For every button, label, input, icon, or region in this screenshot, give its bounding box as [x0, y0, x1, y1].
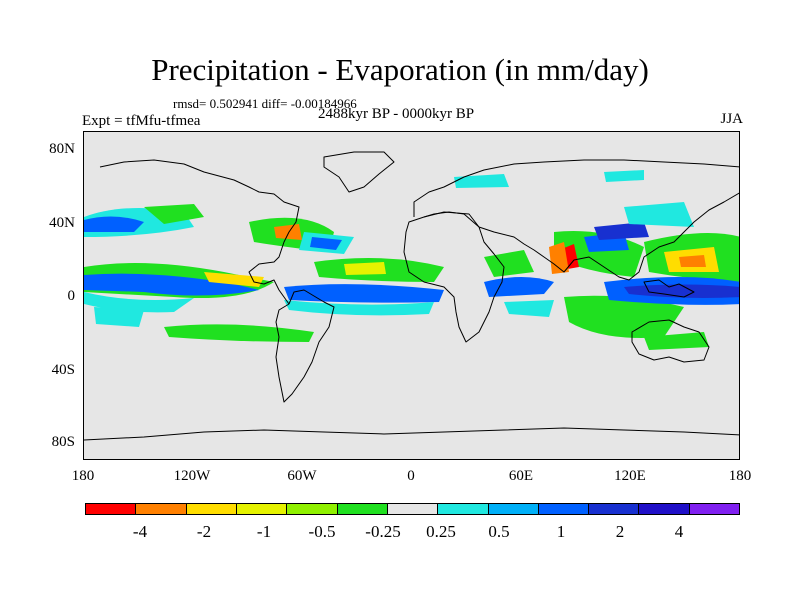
coast-north-america	[99, 159, 300, 305]
patch-atl-itcz-yellow	[344, 262, 386, 275]
colorbar-segment	[186, 504, 237, 514]
colorbar-segment	[538, 504, 590, 514]
patch-so-green	[164, 324, 314, 342]
colorbar-segment	[589, 504, 640, 514]
map-panel	[83, 131, 740, 460]
patch-wpac-navy	[624, 284, 739, 298]
coast-greenland	[323, 151, 395, 193]
colorbar-label: -0.25	[365, 522, 401, 541]
y-tick-label: 40N	[49, 215, 75, 231]
coast-australia	[631, 319, 710, 363]
colorbar-segment	[438, 504, 489, 514]
patch-atl-itcz-blue	[284, 284, 444, 303]
colorbar-label: 1	[556, 522, 566, 541]
patch-so-australia-green	[644, 332, 709, 350]
colorbar-segment	[287, 504, 338, 514]
experiment-label: Expt = tfMfu-tfmea	[82, 113, 201, 129]
x-tick-label: 60W	[287, 468, 317, 484]
x-tick-label: 120E	[614, 468, 646, 484]
coast-maritime-continent	[643, 279, 695, 298]
patch-japan-cyan	[624, 202, 694, 227]
x-tick-label: 60E	[508, 468, 534, 484]
patch-pacific-itcz-blue	[84, 273, 259, 296]
y-tick-label: 40S	[51, 362, 75, 378]
colorbar-segment	[136, 504, 187, 514]
colorbar-segment	[387, 504, 439, 514]
patch-indian-south-green	[564, 295, 684, 338]
patch-africa-green	[484, 250, 534, 277]
patch-npac-blue	[84, 216, 144, 232]
patch-indian-south-cyan	[504, 300, 554, 317]
patch-africa-blue	[484, 277, 554, 297]
stats-label: rmsd= 0.502941 diff= -0.00184966	[173, 96, 357, 111]
colorbar-segment	[337, 504, 388, 514]
patch-pacific-yellow	[204, 272, 264, 287]
colorbar-segment	[488, 504, 539, 514]
map-field	[84, 151, 739, 441]
x-tick-label: 120W	[173, 468, 211, 484]
colorbar-segment	[639, 504, 690, 514]
chart-title: Precipitation - Evaporation (in mm/day)	[151, 52, 649, 87]
colorbar-segment	[689, 504, 740, 514]
colorbar-label: 0.5	[488, 522, 510, 541]
coast-antarctica	[84, 427, 739, 441]
x-tick-label: 180	[728, 468, 752, 484]
patch-indian-orange	[549, 242, 569, 274]
patch-pacific-itcz-cyan	[84, 292, 194, 313]
colorbar-label: 2	[615, 522, 625, 541]
colorbar-label: -0.5	[308, 522, 336, 541]
patch-east-asia-blue	[594, 222, 649, 240]
colorbar-label: -2	[196, 522, 212, 541]
x-tick-label: 0	[407, 468, 415, 484]
patch-siberia-cyan	[454, 174, 509, 188]
colorbar-segment	[236, 504, 288, 514]
patch-npac-green	[144, 204, 204, 224]
y-tick-label: 80S	[51, 434, 75, 450]
y-tick-label: 0	[67, 288, 76, 304]
colorbar-label: -4	[132, 522, 148, 541]
colorbar-label: 0.25	[426, 522, 456, 541]
colorbar-label: 4	[674, 522, 684, 541]
coast-south-america	[275, 289, 335, 403]
patch-wpac-orange	[679, 255, 706, 267]
coastlines	[84, 151, 739, 441]
season-label: JJA	[720, 111, 743, 127]
patch-gulfstream-orange	[274, 224, 302, 240]
coast-africa	[403, 211, 505, 343]
patch-so-cyan	[94, 307, 144, 327]
patch-atl-itcz-cyan	[284, 300, 434, 316]
colorbar-segment	[86, 504, 137, 514]
period-label: 2488kyr BP - 0000kyr BP	[318, 106, 475, 122]
x-tick-label: 180	[71, 468, 95, 484]
patch-russia-cyan	[604, 170, 644, 182]
colorbar-label: -1	[256, 522, 272, 541]
colorbar	[85, 503, 740, 515]
y-tick-label: 80N	[49, 141, 75, 157]
patch-natl-blue	[310, 237, 342, 250]
coast-eurasia	[413, 159, 739, 281]
precip-field-patches	[84, 170, 739, 350]
